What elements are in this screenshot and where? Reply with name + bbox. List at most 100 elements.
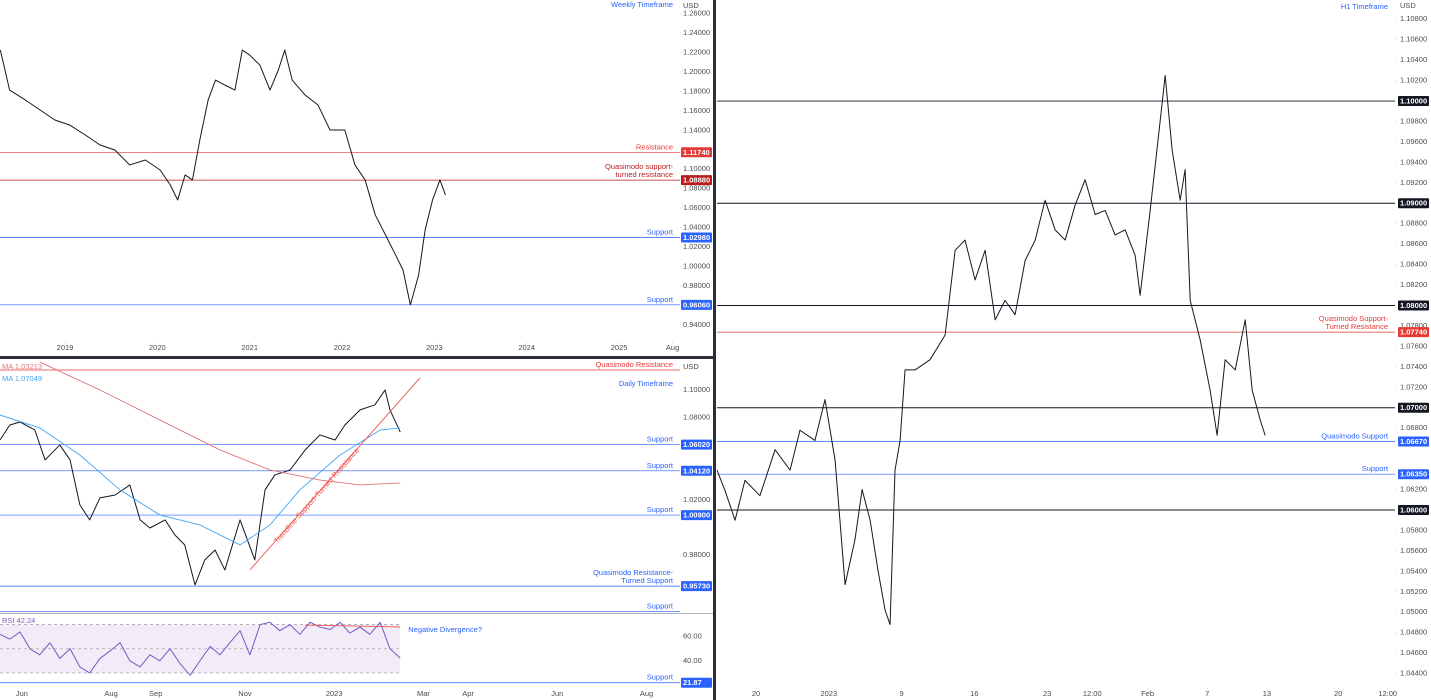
y-tick-label: 1.10000 — [683, 164, 710, 173]
y-tick-label: 1.10600 — [1400, 35, 1427, 44]
price-box — [681, 510, 712, 521]
y-tick-label: 1.09800 — [1400, 116, 1427, 125]
legend-entry: RSI 42.24 — [2, 616, 35, 625]
price-box-label: 1.06670 — [1400, 437, 1427, 446]
y-tick-label: 1.05200 — [1400, 587, 1427, 596]
y-tick-label: 1.05600 — [1400, 546, 1427, 555]
x-tick-label: 2025 — [611, 343, 628, 352]
x-tick-label: Nov — [238, 689, 252, 698]
series-line — [0, 414, 401, 546]
y-tick-label: 1.10800 — [1400, 14, 1427, 23]
y-tick-label: 1.14000 — [683, 125, 710, 134]
level-annotation: Support — [1362, 464, 1389, 473]
x-tick-label: 23 — [1043, 689, 1051, 698]
y-tick-label: 1.20000 — [683, 67, 710, 76]
level-annotation: Resistance — [636, 142, 673, 151]
y-tick-label: 1.07600 — [1400, 341, 1427, 350]
y-tick-label: 1.06200 — [1400, 485, 1427, 494]
level-annotation: Support — [647, 461, 674, 470]
y-tick-label: 1.18000 — [683, 86, 710, 95]
legend-entry: MA 1.03213 — [2, 362, 42, 371]
y-tick-label: 40.00 — [683, 656, 702, 665]
x-tick-label: 2024 — [518, 343, 535, 352]
y-tick-label: 1.04000 — [683, 223, 710, 232]
x-tick-label: Apr — [462, 689, 474, 698]
level-annotation: Support — [647, 295, 674, 304]
y-tick-label: 60.00 — [683, 632, 702, 641]
currency-label: USD — [683, 362, 699, 371]
x-tick-label: 12:00 — [1378, 689, 1397, 698]
price-box-label: 1.04120 — [683, 466, 710, 475]
x-tick-label: 2021 — [241, 343, 258, 352]
price-box-label: 1.06000 — [1400, 505, 1427, 514]
x-tick-label: Sep — [149, 689, 162, 698]
timeframe-label: H1 Timeframe — [1341, 2, 1388, 11]
price-box-label: 1.06020 — [683, 440, 710, 449]
y-tick-label: 1.07800 — [1400, 321, 1427, 330]
x-tick-label: Feb — [1141, 689, 1154, 698]
series-line — [249, 377, 421, 571]
y-tick-label: 0.98000 — [683, 550, 710, 559]
y-tick-label: 1.08000 — [683, 184, 710, 193]
price-box-label: 0.95730 — [683, 582, 710, 591]
y-tick-label: 1.09400 — [1400, 157, 1427, 166]
price-box-label: 1.00900 — [683, 511, 710, 520]
x-tick-label: 12:00 — [1083, 689, 1102, 698]
x-tick-label: 2023 — [326, 689, 343, 698]
x-tick-label: 20 — [752, 689, 760, 698]
currency-label: USD — [683, 1, 699, 10]
y-tick-label: 0.98000 — [683, 281, 710, 290]
price-box-label: 1.06350 — [1400, 470, 1427, 479]
price-box — [681, 465, 712, 476]
level-annotation: turned resistance — [615, 170, 673, 179]
y-tick-label: 1.16000 — [683, 106, 710, 115]
series-line — [39, 361, 401, 486]
price-box — [1398, 436, 1429, 447]
level-annotation: Quasimodo support- — [605, 162, 673, 171]
series-annotation: Negative Divergence? — [408, 625, 482, 634]
y-tick-label: 1.10200 — [1400, 76, 1427, 85]
level-annotation: Turned Support — [621, 576, 674, 585]
y-tick-label: 1.05000 — [1400, 607, 1427, 616]
x-tick-label: Mar — [417, 689, 430, 698]
price-box-label: 1.11740 — [683, 148, 710, 157]
x-tick-label: 2023 — [820, 689, 837, 698]
price-box-label: 1.07740 — [1400, 328, 1427, 337]
price-box — [1398, 300, 1429, 311]
x-tick-label: 9 — [899, 689, 903, 698]
level-annotation: Support — [647, 673, 674, 682]
level-annotation: Quasimodo Resistance- — [593, 568, 674, 577]
price-box — [681, 677, 712, 688]
x-tick-label: Jun — [16, 689, 28, 698]
price-box-label: 1.08000 — [1400, 301, 1427, 310]
y-tick-label: 1.09600 — [1400, 137, 1427, 146]
y-tick-label: 1.07400 — [1400, 362, 1427, 371]
x-tick-label: Aug — [640, 689, 653, 698]
y-tick-label: 1.06800 — [1400, 423, 1427, 432]
x-tick-label: 2019 — [57, 343, 74, 352]
x-tick-label: 13 — [1263, 689, 1271, 698]
y-tick-label: 1.00000 — [683, 261, 710, 270]
y-tick-label: 1.09200 — [1400, 178, 1427, 187]
price-box — [681, 175, 712, 186]
price-box — [1398, 198, 1429, 209]
price-box-label: 1.08880 — [683, 176, 710, 185]
y-tick-label: 1.10400 — [1400, 55, 1427, 64]
level-annotation: Quasimodo Resistance — [595, 360, 673, 369]
x-tick-label: Aug — [666, 343, 679, 352]
series-line — [0, 389, 401, 586]
y-tick-label: 1.04600 — [1400, 648, 1427, 657]
y-tick-label: 1.06000 — [683, 203, 710, 212]
timeframe-label: Daily Timeframe — [619, 379, 673, 388]
price-box-label: 1.07000 — [1400, 403, 1427, 412]
level-annotation: Support — [647, 505, 674, 514]
y-tick-label: 1.04800 — [1400, 628, 1427, 637]
price-box — [681, 147, 712, 158]
level-annotation: Quasimodo Support- — [1319, 314, 1389, 323]
x-tick-label: 16 — [970, 689, 978, 698]
y-tick-label: 1.02000 — [683, 242, 710, 251]
level-annotation: Turned Resistance — [1325, 322, 1388, 331]
y-tick-label: 1.08600 — [1400, 239, 1427, 248]
